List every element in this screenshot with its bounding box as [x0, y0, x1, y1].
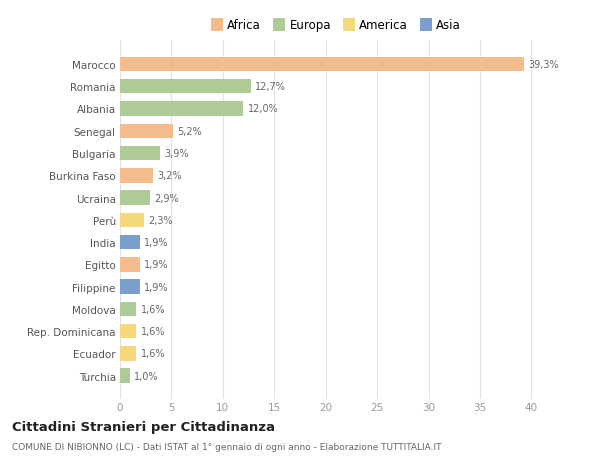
- Text: 1,6%: 1,6%: [140, 349, 165, 358]
- Bar: [120, 257, 140, 272]
- Text: COMUNE DI NIBIONNO (LC) - Dati ISTAT al 1° gennaio di ogni anno - Elaborazione T: COMUNE DI NIBIONNO (LC) - Dati ISTAT al …: [12, 442, 442, 451]
- Text: 1,9%: 1,9%: [143, 260, 168, 270]
- Text: 5,2%: 5,2%: [178, 127, 202, 136]
- Bar: [120, 213, 143, 228]
- Bar: [120, 235, 140, 250]
- Text: Cittadini Stranieri per Cittadinanza: Cittadini Stranieri per Cittadinanza: [12, 420, 275, 433]
- Text: 3,2%: 3,2%: [157, 171, 182, 181]
- Bar: [120, 124, 173, 139]
- Text: 2,3%: 2,3%: [148, 215, 172, 225]
- Bar: [120, 191, 150, 205]
- Text: 2,9%: 2,9%: [154, 193, 179, 203]
- Text: 1,9%: 1,9%: [143, 238, 168, 247]
- Text: 12,7%: 12,7%: [255, 82, 286, 92]
- Text: 1,6%: 1,6%: [140, 304, 165, 314]
- Text: 3,9%: 3,9%: [164, 149, 189, 159]
- Text: 1,9%: 1,9%: [143, 282, 168, 292]
- Bar: [120, 280, 140, 294]
- Text: 12,0%: 12,0%: [248, 104, 278, 114]
- Text: 1,6%: 1,6%: [140, 326, 165, 336]
- Bar: [120, 302, 136, 316]
- Bar: [120, 324, 136, 339]
- Bar: [120, 102, 244, 117]
- Text: 39,3%: 39,3%: [529, 60, 559, 70]
- Bar: [120, 80, 251, 94]
- Legend: Africa, Europa, America, Asia: Africa, Europa, America, Asia: [211, 19, 461, 32]
- Bar: [120, 347, 136, 361]
- Bar: [120, 168, 153, 183]
- Bar: [120, 369, 130, 383]
- Text: 1,0%: 1,0%: [134, 371, 159, 381]
- Bar: [120, 57, 524, 72]
- Bar: [120, 146, 160, 161]
